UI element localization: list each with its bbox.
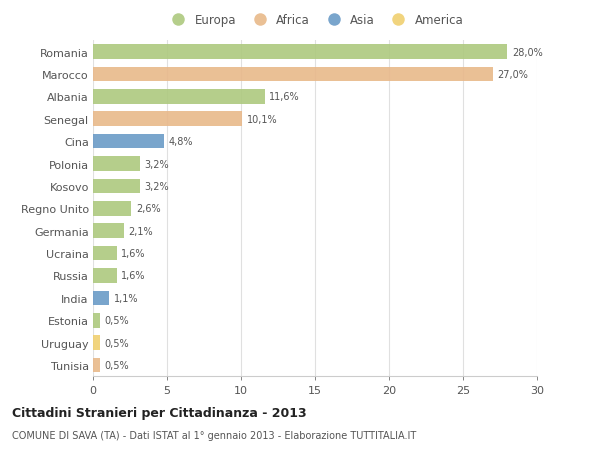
Bar <box>93 179 140 194</box>
Text: 28,0%: 28,0% <box>512 47 542 57</box>
Bar <box>93 134 164 149</box>
Text: 11,6%: 11,6% <box>269 92 300 102</box>
Text: 0,5%: 0,5% <box>105 360 130 370</box>
Bar <box>93 336 100 350</box>
Bar <box>93 157 140 171</box>
Text: 10,1%: 10,1% <box>247 114 278 124</box>
Text: 3,2%: 3,2% <box>145 181 169 191</box>
Bar <box>93 67 493 82</box>
Text: 4,8%: 4,8% <box>169 137 193 147</box>
Bar <box>93 313 100 328</box>
Text: 1,6%: 1,6% <box>121 248 146 258</box>
Text: 2,6%: 2,6% <box>136 204 161 214</box>
Legend: Europa, Africa, Asia, America: Europa, Africa, Asia, America <box>166 14 464 27</box>
Bar <box>93 269 116 283</box>
Bar <box>93 358 100 372</box>
Text: 1,1%: 1,1% <box>114 293 138 303</box>
Text: 1,6%: 1,6% <box>121 271 146 281</box>
Text: 27,0%: 27,0% <box>497 70 528 80</box>
Bar <box>93 224 124 238</box>
Text: 0,5%: 0,5% <box>105 338 130 348</box>
Bar <box>93 90 265 104</box>
Bar <box>93 45 508 60</box>
Text: 2,1%: 2,1% <box>128 226 153 236</box>
Text: 3,2%: 3,2% <box>145 159 169 169</box>
Bar <box>93 291 109 305</box>
Bar <box>93 112 242 127</box>
Text: 0,5%: 0,5% <box>105 315 130 325</box>
Bar <box>93 202 131 216</box>
Bar <box>93 246 116 261</box>
Text: COMUNE DI SAVA (TA) - Dati ISTAT al 1° gennaio 2013 - Elaborazione TUTTITALIA.IT: COMUNE DI SAVA (TA) - Dati ISTAT al 1° g… <box>12 431 416 441</box>
Text: Cittadini Stranieri per Cittadinanza - 2013: Cittadini Stranieri per Cittadinanza - 2… <box>12 406 307 419</box>
